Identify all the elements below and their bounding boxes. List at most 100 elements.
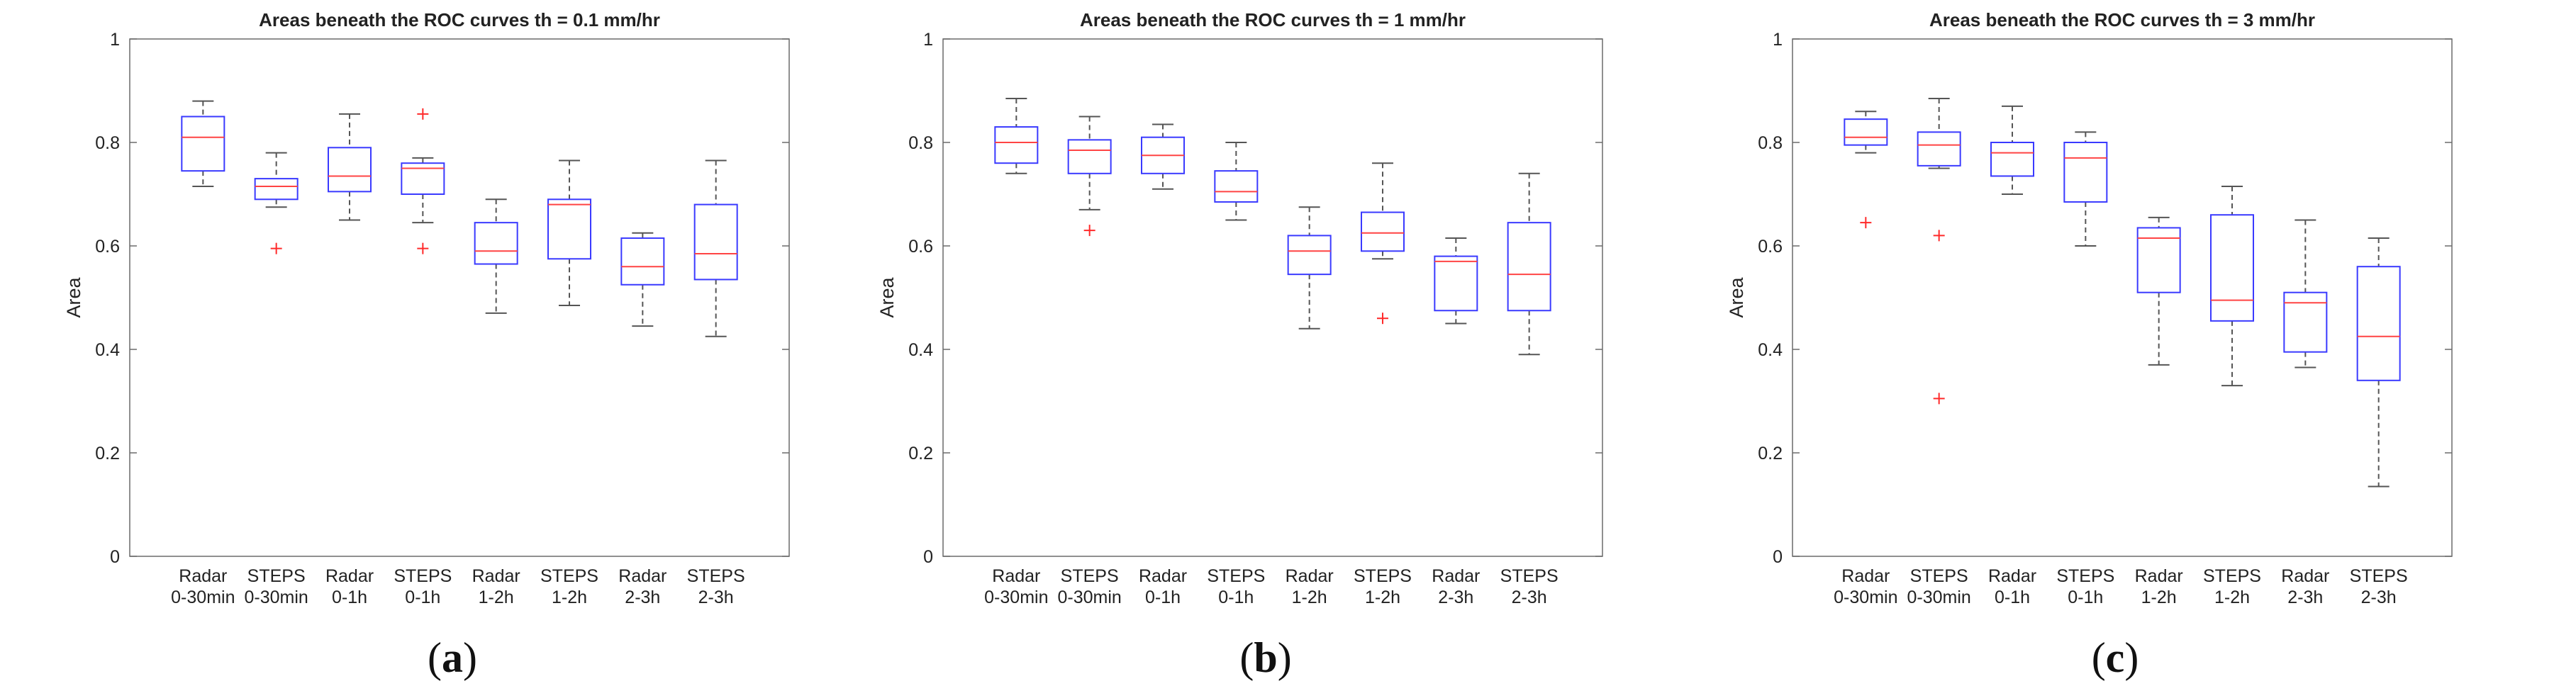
box-4 xyxy=(474,198,518,314)
x-tick-label: Radar xyxy=(1432,566,1480,586)
y-tick-label: 0 xyxy=(110,547,120,567)
y-tick-label: 0.6 xyxy=(1758,237,1783,257)
y-tick-label: 1 xyxy=(1773,30,1783,50)
panel-letter: c xyxy=(2106,634,2125,681)
box-iqr xyxy=(2136,227,2181,293)
box-iqr xyxy=(693,203,738,281)
y-tick-label: 0.8 xyxy=(1758,133,1783,153)
y-tick-label: 0.4 xyxy=(908,340,933,360)
y-tick-label: 1 xyxy=(923,30,933,50)
plot-title: Areas beneath the ROC curves th = 0.1 mm… xyxy=(259,9,660,30)
box-iqr xyxy=(1990,142,2034,177)
box-iqr xyxy=(2283,291,2328,353)
box-iqr xyxy=(2063,142,2108,203)
y-axis-label: Area xyxy=(63,277,84,318)
box-iqr xyxy=(1844,118,1888,146)
x-tick-label: Radar xyxy=(472,566,520,586)
panel-label: (c) xyxy=(2092,634,2139,681)
box-iqr xyxy=(474,222,518,265)
panel-c: Areas beneath the ROC curves th = 3 mm/h… xyxy=(1726,9,2453,681)
x-tick-label: Radar xyxy=(1988,566,2036,586)
x-tick-label: 1-2h xyxy=(552,587,587,607)
y-tick-label: 0.4 xyxy=(95,340,120,360)
x-tick-label: 0-30min xyxy=(1058,587,1122,607)
x-tick-label: STEPS xyxy=(1910,566,1968,586)
box-iqr xyxy=(2356,266,2401,381)
panel-a: Areas beneath the ROC curves th = 0.1 mm… xyxy=(63,9,790,681)
axes-frame xyxy=(129,38,790,557)
plot-title: Areas beneath the ROC curves th = 1 mm/h… xyxy=(1080,9,1466,30)
box-iqr xyxy=(1287,235,1332,276)
x-tick-label: 2-3h xyxy=(698,587,734,607)
y-tick-label: 0.8 xyxy=(908,133,933,153)
box-6 xyxy=(2283,219,2328,369)
y-tick-label: 0.6 xyxy=(908,237,933,257)
box-iqr xyxy=(401,162,445,195)
box-iqr xyxy=(328,147,372,193)
box-iqr xyxy=(1434,255,1478,312)
y-tick-label: 0.2 xyxy=(95,444,120,463)
outlier-marker xyxy=(417,242,429,254)
x-tick-label: 2-3h xyxy=(1512,587,1547,607)
box-1 xyxy=(254,152,299,254)
outlier-marker xyxy=(1860,217,1872,229)
box-2 xyxy=(328,113,372,221)
x-tick-label: STEPS xyxy=(247,566,306,586)
panel-paren-close: ) xyxy=(1278,634,1292,681)
x-tick-label: STEPS xyxy=(540,566,598,586)
outlier-marker xyxy=(1933,230,1945,242)
panel-label: (b) xyxy=(1239,634,1291,681)
box-3 xyxy=(1214,142,1259,221)
y-tick-label: 0.4 xyxy=(1758,340,1783,360)
x-tick-label: 0-1h xyxy=(332,587,367,607)
outlier-marker xyxy=(270,242,282,254)
box-6 xyxy=(1434,237,1478,325)
box-2 xyxy=(1990,105,2034,195)
box-6 xyxy=(620,232,665,327)
box-iqr xyxy=(620,237,665,286)
outlier-marker xyxy=(1083,225,1095,237)
x-tick-label: 0-30min xyxy=(1907,587,1971,607)
box-iqr xyxy=(181,116,225,172)
y-axis-label: Area xyxy=(1726,277,1747,318)
x-tick-label: 1-2h xyxy=(1365,587,1400,607)
panel-b: Areas beneath the ROC curves th = 1 mm/h… xyxy=(876,9,1603,681)
box-iqr xyxy=(1067,139,1112,174)
x-tick-label: 2-3h xyxy=(2287,587,2323,607)
outlier-marker xyxy=(1377,313,1388,325)
x-tick-label: Radar xyxy=(992,566,1040,586)
x-tick-label: 1-2h xyxy=(2214,587,2250,607)
x-tick-label: Radar xyxy=(618,566,667,586)
box-1 xyxy=(1917,97,1961,405)
x-tick-label: 0-30min xyxy=(1834,587,1897,607)
panel-letter: a xyxy=(442,634,463,681)
x-tick-label: STEPS xyxy=(1500,566,1559,586)
x-tick-label: 0-30min xyxy=(245,587,308,607)
box-iqr xyxy=(1214,170,1259,203)
box-iqr xyxy=(254,178,299,201)
axes-frame xyxy=(1792,38,2453,557)
x-tick-label: 0-1h xyxy=(2068,587,2103,607)
box-3 xyxy=(2063,131,2108,247)
panel-letter: b xyxy=(1254,634,1277,681)
x-tick-label: 0-30min xyxy=(171,587,235,607)
x-tick-label: 0-1h xyxy=(405,587,440,607)
box-iqr xyxy=(547,198,591,260)
x-tick-label: 1-2h xyxy=(2141,587,2177,607)
x-tick-label: 1-2h xyxy=(1292,587,1327,607)
panel-paren-close: ) xyxy=(2124,634,2139,681)
y-tick-label: 0.8 xyxy=(95,133,120,153)
x-tick-label: STEPS xyxy=(2056,566,2114,586)
x-tick-label: STEPS xyxy=(1207,566,1265,586)
x-tick-label: Radar xyxy=(1286,566,1334,586)
y-tick-label: 0 xyxy=(1773,547,1783,567)
x-tick-label: 2-3h xyxy=(2361,587,2397,607)
y-tick-label: 1 xyxy=(110,30,120,50)
x-tick-label: Radar xyxy=(1841,566,1890,586)
x-tick-label: STEPS xyxy=(687,566,745,586)
x-tick-label: Radar xyxy=(1139,566,1187,586)
x-tick-label: 0-1h xyxy=(1995,587,2030,607)
box-5 xyxy=(1361,162,1405,325)
box-7 xyxy=(693,159,738,337)
